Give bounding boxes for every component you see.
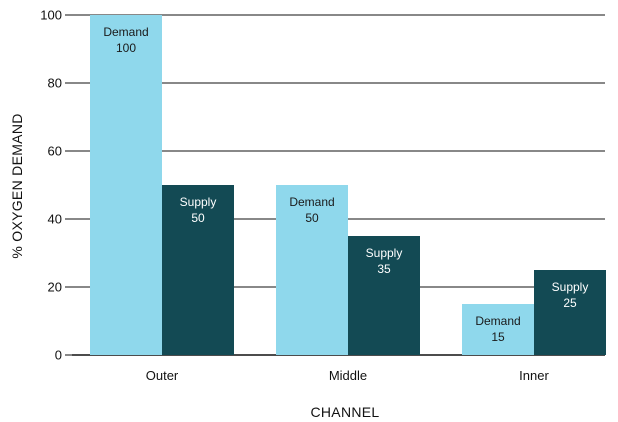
bar-demand-outer [90, 15, 162, 355]
bar-value-label: 35 [377, 262, 391, 276]
y-tick-label: 0 [55, 348, 62, 363]
bar-value-label: 100 [116, 41, 136, 55]
x-tick-label: Middle [329, 368, 367, 383]
bar-value-label: 25 [563, 296, 577, 310]
y-axis-ticks: 0 20 40 60 80 100 [40, 8, 72, 363]
y-tick-label: 60 [48, 144, 62, 159]
bar-demand-middle [276, 185, 348, 355]
bar-series-label: Demand [475, 314, 520, 328]
bar-series-label: Demand [289, 195, 334, 209]
bar-value-label: 50 [305, 211, 319, 225]
y-tick-label: 80 [48, 76, 62, 91]
bar-supply-outer [162, 185, 234, 355]
bar-value-label: 50 [191, 211, 205, 225]
y-axis-title: % OXYGEN DEMAND [9, 113, 25, 258]
x-axis-ticks: Outer Middle Inner [146, 368, 550, 383]
bar-series-label: Supply [366, 246, 403, 260]
bar-supply-inner [534, 270, 606, 355]
bar-series-label: Demand [103, 25, 148, 39]
bar-series-label: Supply [180, 195, 217, 209]
x-tick-label: Inner [519, 368, 549, 383]
x-axis-title: CHANNEL [310, 404, 379, 420]
bar-demand-inner [462, 304, 534, 355]
x-tick-label: Outer [146, 368, 179, 383]
bars: Demand 100 Supply 50 Demand 50 Supply 35 Demand 1… [90, 15, 606, 355]
y-tick-label: 40 [48, 212, 62, 227]
y-tick-label: 100 [40, 8, 62, 23]
bar-supply-middle [348, 236, 420, 355]
bar-value-label: 15 [491, 330, 505, 344]
y-tick-label: 20 [48, 280, 62, 295]
bar-series-label: Supply [552, 280, 589, 294]
